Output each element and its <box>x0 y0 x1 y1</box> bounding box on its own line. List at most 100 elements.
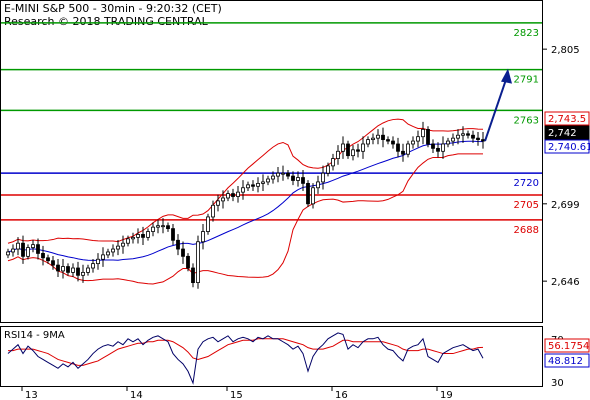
candle-body <box>181 248 185 257</box>
candle-body <box>391 140 395 145</box>
candle-body <box>156 225 160 228</box>
candle-body <box>461 133 465 136</box>
candle-body <box>86 267 90 273</box>
candle-body <box>371 137 375 141</box>
candle-body <box>361 143 365 152</box>
candle-body <box>76 267 80 276</box>
candle-body <box>321 172 325 183</box>
date-axis-label: 19 <box>440 390 453 400</box>
chart-title: E-MINI S&P 500 - 30min - 9:20:32 (CET) <box>4 2 222 15</box>
candle-body <box>421 128 425 138</box>
candle-body <box>376 134 380 139</box>
candle-body <box>346 143 350 157</box>
bollinger-bands <box>7 118 484 285</box>
candle-body <box>131 236 135 240</box>
candle-body <box>261 181 265 184</box>
date-axis: 13 14 15 16 19 <box>21 386 453 400</box>
candle-body <box>16 242 20 250</box>
candle-body <box>451 137 455 142</box>
candle-body <box>56 264 60 272</box>
candle-body <box>411 140 415 145</box>
forecast-arrow-shaft <box>484 79 507 142</box>
candle-body <box>441 143 445 152</box>
candle-body <box>141 234 145 238</box>
candle-body <box>436 147 440 152</box>
candle-body <box>126 238 130 244</box>
candle-body <box>251 184 255 187</box>
candle-body <box>226 193 230 199</box>
candle-body <box>366 139 370 145</box>
bollinger-upper <box>7 118 484 244</box>
date-axis-label: 16 <box>335 390 348 400</box>
date-axis-label: 13 <box>25 390 38 400</box>
price-axis-label: 2,646 <box>551 277 580 288</box>
candle-body <box>136 234 140 238</box>
date-axis-label: 14 <box>130 390 143 400</box>
price-axis-label: 2,699 <box>551 200 580 211</box>
bollinger-lower <box>7 153 484 285</box>
candle-body <box>481 139 485 142</box>
rsi-ma-line <box>8 338 484 366</box>
candle-body <box>431 143 435 149</box>
candle-body <box>46 257 50 262</box>
level-label-2688: 2688 <box>514 225 539 236</box>
candle-body <box>161 225 165 228</box>
candle-body <box>71 267 75 273</box>
candle-body <box>186 255 190 269</box>
candle-body <box>356 149 360 152</box>
candle-body <box>276 172 280 177</box>
candle-body <box>246 184 250 189</box>
candle-body <box>201 231 205 243</box>
candle-body <box>36 244 40 254</box>
price-axis-label: 2,805 <box>551 45 580 56</box>
date-axis-label: 15 <box>230 390 243 400</box>
candle-body <box>471 134 475 139</box>
candle-body <box>326 165 330 174</box>
candle-body <box>106 251 110 256</box>
candle-body <box>171 228 175 241</box>
candle-body <box>396 143 400 152</box>
candle-body <box>51 260 55 266</box>
candle-body <box>166 225 170 230</box>
candle-body <box>416 136 420 142</box>
candle-body <box>316 181 320 189</box>
rsi-value: 48.812 <box>548 356 583 367</box>
candle-body <box>91 263 95 269</box>
candle-body <box>81 271 85 276</box>
candle-body <box>311 187 315 205</box>
forecast-arrow-head <box>501 68 512 84</box>
candle-body <box>381 134 385 141</box>
level-label-2720: 2720 <box>514 178 539 189</box>
candle-body <box>11 248 15 253</box>
forecast-arrow <box>484 68 512 142</box>
rsi-ma-value: 56.1754 <box>548 341 589 352</box>
candle-body <box>231 193 235 197</box>
level-label-2705: 2705 <box>514 200 539 211</box>
support-resistance-levels: 2823 2791 2763 2720 2705 2688 <box>1 22 542 236</box>
candle-body <box>61 266 65 272</box>
candle-body <box>271 175 275 180</box>
price-tag-bollinger: 2,743.5 <box>548 114 586 125</box>
rsi-line <box>7 332 484 385</box>
candle-body <box>466 133 470 136</box>
candle-body <box>6 251 10 256</box>
candle-body <box>111 248 115 253</box>
candle-body <box>281 172 285 175</box>
rsi-panel-frame <box>0 326 543 387</box>
candle-body <box>146 231 150 238</box>
candle-body <box>406 143 410 155</box>
price-axis: 2,805 2,699 2,646 <box>542 45 580 288</box>
price-tag-moving_average: 2,740.61 <box>548 142 590 153</box>
candle-body <box>336 150 340 159</box>
candle-body <box>41 253 45 259</box>
candle-body <box>331 158 335 167</box>
candle-body <box>236 191 240 197</box>
price-tag-box <box>544 125 590 140</box>
rsi-ma-tag-box <box>544 338 590 353</box>
rsi-title: RSI14 - 9MA <box>4 330 65 341</box>
price-tag-box <box>544 111 590 126</box>
candlesticks <box>6 121 485 289</box>
candle-body <box>301 177 305 184</box>
